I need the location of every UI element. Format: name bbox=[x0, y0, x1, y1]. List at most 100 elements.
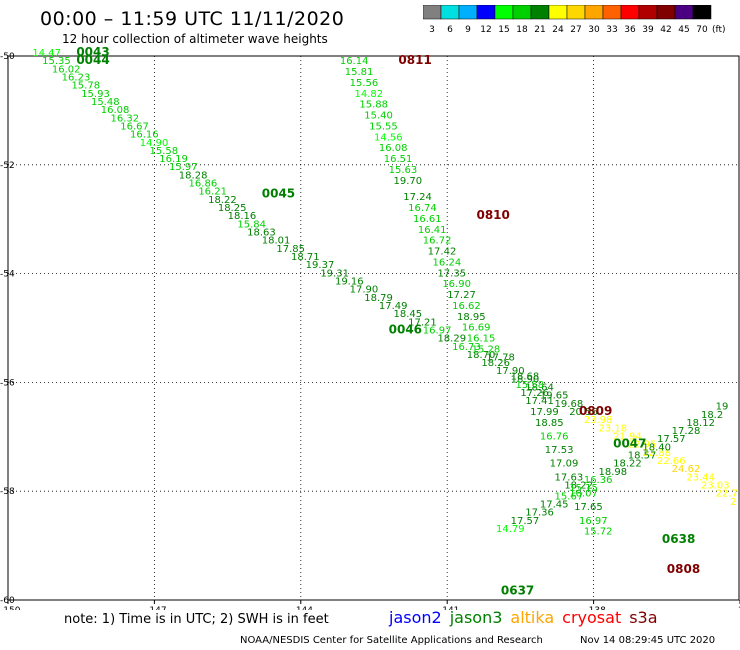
swh-observation: 16.14 bbox=[340, 56, 369, 67]
swh-observation: 15.78 bbox=[71, 81, 100, 92]
chart-title: 00:00 – 11:59 UTC 11/11/2020 bbox=[40, 8, 345, 30]
swh-observation: 17.99 bbox=[530, 407, 559, 418]
colorbar-label: 15 bbox=[498, 25, 509, 35]
swh-observation: 18.28 bbox=[179, 170, 208, 181]
mission-jason2: jason2 bbox=[389, 608, 442, 627]
swh-observation: 15.28 bbox=[472, 344, 501, 355]
swh-observation: 17.21 bbox=[408, 317, 437, 328]
lat-tick-label: -52 bbox=[0, 161, 15, 171]
swh-observation: 19.68 bbox=[555, 399, 584, 410]
swh-observation: 19 bbox=[716, 402, 729, 413]
swh-observation: 15.72 bbox=[584, 527, 613, 538]
swh-observation: 15.56 bbox=[350, 78, 379, 89]
colorbar-label: 9 bbox=[465, 25, 471, 35]
swh-observation: 17.65 bbox=[574, 502, 603, 513]
swh-observation: 16.90 bbox=[442, 279, 471, 290]
swh-observation: 15.15 bbox=[569, 483, 598, 494]
swh-observation: 15.81 bbox=[345, 67, 374, 78]
swh-observation: 21.94 bbox=[613, 432, 642, 443]
colorbar-swatch bbox=[692, 5, 712, 20]
swh-observation: 19.16 bbox=[335, 276, 364, 287]
wave-height-colorbar: 3 6 9 12 15 18 21 24 27 30 33 36 39 42 45 70 (ft) bbox=[423, 5, 726, 35]
mission-altika: altika bbox=[510, 608, 555, 627]
colorbar-label: 3 bbox=[429, 25, 435, 35]
swh-observation: 15.55 bbox=[369, 121, 398, 132]
lon-tick-label: -147 bbox=[146, 606, 166, 610]
swh-observation: 17.45 bbox=[540, 500, 569, 511]
swh-observation: 16.67 bbox=[120, 121, 149, 132]
credit-text: NOAA/NESDIS Center for Satellite Applica… bbox=[240, 635, 543, 646]
swh-observation: 22.95 bbox=[628, 440, 657, 451]
swh-observation: 17.24 bbox=[403, 192, 432, 203]
mission-cryosat: cryosat bbox=[562, 608, 622, 627]
swh-observation: 17.90 bbox=[496, 366, 525, 377]
swh-observation: 23.18 bbox=[598, 423, 627, 434]
swh-observation: 16.16 bbox=[130, 130, 159, 141]
mission-s3a: s3a bbox=[629, 608, 658, 627]
swh-observation: 16.73 bbox=[452, 342, 481, 353]
swh-observation: 19.37 bbox=[306, 260, 335, 271]
swh-observation: 20.56 bbox=[569, 407, 598, 418]
swh-observation: 16.32 bbox=[110, 113, 139, 124]
swh-observation: 15.88 bbox=[359, 100, 388, 111]
lon-tick-label: -150 bbox=[0, 606, 21, 610]
swh-observation: 16.97 bbox=[579, 516, 608, 527]
swh-observation: 16.08 bbox=[101, 105, 130, 116]
swh-observation: 16.02 bbox=[52, 64, 81, 75]
pass-label: 0045 bbox=[262, 186, 295, 200]
swh-observation: 17.90 bbox=[350, 285, 379, 296]
swh-observation: 17.57 bbox=[511, 516, 540, 527]
swh-observation: 14.79 bbox=[496, 524, 525, 535]
lat-tick-label: -54 bbox=[0, 270, 15, 280]
swh-observation: 17.41 bbox=[525, 396, 554, 407]
swh-observation: 16.41 bbox=[418, 225, 447, 236]
swh-observation: 16.69 bbox=[462, 323, 491, 334]
swh-observation: 18.16 bbox=[228, 211, 257, 222]
swh-observation: 16.76 bbox=[540, 432, 569, 443]
swh-observation: 16.86 bbox=[189, 179, 218, 190]
swh-observation: 17.26 bbox=[520, 388, 549, 399]
colorbar-unit: (ft) bbox=[712, 25, 726, 35]
swh-observation: 18.90 bbox=[511, 374, 540, 385]
swh-observation: 17.09 bbox=[550, 459, 579, 470]
swh-observation: 16.23 bbox=[62, 72, 91, 83]
swh-observation: 18.01 bbox=[262, 236, 291, 247]
swh-observation: 17.36 bbox=[525, 508, 554, 519]
footer-note: note: 1) Time is in UTC; 2) SWH is in fe… bbox=[64, 612, 329, 627]
swh-observation: 23.03 bbox=[701, 480, 730, 491]
swh-observation: 18.57 bbox=[628, 451, 657, 462]
lat-tick-label: -60 bbox=[0, 596, 15, 606]
pass-label: 0809 bbox=[579, 404, 612, 418]
swh-observation: 18.25 bbox=[218, 203, 247, 214]
swh-observation: 22.88 bbox=[642, 448, 671, 459]
lat-tick-label: -58 bbox=[0, 487, 15, 497]
colorbar-label: 24 bbox=[552, 25, 564, 35]
swh-observation: 15.58 bbox=[150, 146, 179, 157]
colorbar-label: 6 bbox=[447, 25, 453, 35]
swh-observation: 19.65 bbox=[540, 391, 569, 402]
swh-observation: 2 bbox=[730, 497, 736, 508]
pass-label: 0808 bbox=[667, 562, 700, 576]
swh-observation: 18.40 bbox=[642, 442, 671, 453]
colorbar-label: 27 bbox=[570, 25, 581, 35]
swh-observation: 17.78 bbox=[486, 353, 515, 364]
swh-observation: 18.68 bbox=[511, 372, 540, 383]
swh-observation: 16.08 bbox=[379, 143, 408, 154]
swh-observation: 15.93 bbox=[81, 89, 110, 100]
pass-label: 0044 bbox=[76, 53, 109, 67]
colorbar-label: 21 bbox=[534, 25, 545, 35]
swh-observation: 18.22 bbox=[208, 195, 237, 206]
swh-observation: 18.64 bbox=[525, 383, 554, 394]
swh-observation: 17.49 bbox=[379, 301, 408, 312]
swh-observation: 16.62 bbox=[452, 301, 481, 312]
colorbar-label: 45 bbox=[678, 25, 689, 35]
swh-observation: 18.29 bbox=[437, 334, 466, 345]
swh-observation: 15.84 bbox=[237, 219, 266, 230]
pass-label: 0637 bbox=[501, 584, 534, 598]
swh-observation: 16.07 bbox=[569, 489, 598, 500]
swh-observation: 17.53 bbox=[545, 445, 574, 456]
swh-observation: 19.31 bbox=[320, 268, 349, 279]
swh-observation: 18.22 bbox=[613, 459, 642, 470]
swh-observation: 18.12 bbox=[686, 418, 715, 429]
swh-observation: 17.35 bbox=[437, 268, 466, 279]
